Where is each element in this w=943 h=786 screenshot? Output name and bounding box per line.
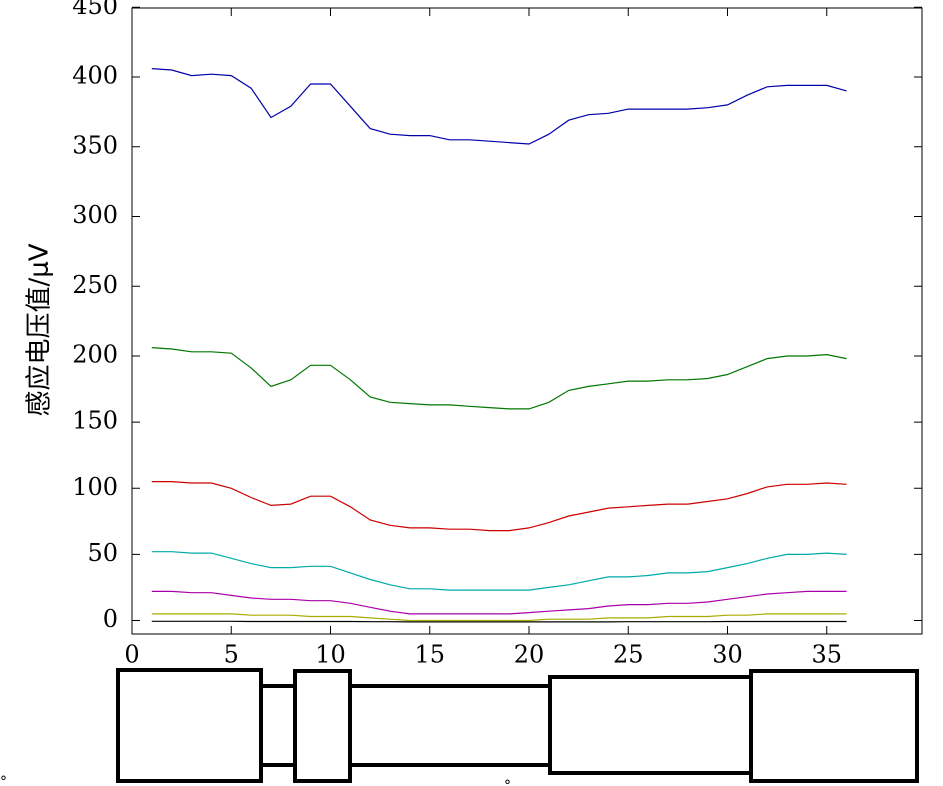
- y-tick-label: 250: [72, 271, 118, 299]
- y-tick-label: 450: [72, 0, 118, 20]
- diagram-marker-center: °: [504, 778, 511, 786]
- x-tick-label: 10: [315, 641, 346, 669]
- y-tick-label: 150: [72, 407, 118, 435]
- x-tick-label: 30: [712, 641, 743, 669]
- y-tick-label: 0: [103, 605, 118, 633]
- series-line-3: [151, 481, 847, 532]
- series-line-5: [151, 590, 847, 615]
- y-tick-label: 350: [72, 131, 118, 159]
- shaft-section-3: [293, 669, 352, 783]
- series-line-6: [151, 613, 847, 622]
- y-tick-label: 400: [72, 62, 118, 90]
- diagram-marker-left: °: [0, 774, 7, 786]
- x-tick-label: 5: [224, 641, 239, 669]
- x-tick-label: 0: [124, 641, 139, 669]
- shaft-section-5: [548, 675, 753, 775]
- plot-area-border: [131, 7, 923, 635]
- x-tick-label: 15: [414, 641, 445, 669]
- y-tick-label: 200: [72, 341, 118, 369]
- y-tick-label: 50: [87, 539, 118, 567]
- plot-frame: [131, 7, 923, 635]
- y-tick-label: 100: [72, 473, 118, 501]
- series-line-4: [151, 551, 847, 591]
- y-tick-label: 300: [72, 201, 118, 229]
- shaft-section-2: [259, 684, 297, 767]
- y-axis-label: 感应电压值/μV: [25, 243, 55, 416]
- shaft-section-6: [749, 669, 919, 783]
- x-tick-label: 20: [514, 641, 545, 669]
- series-line-1: [151, 68, 847, 145]
- x-tick-label: 25: [613, 641, 644, 669]
- series-group: [151, 68, 847, 623]
- y-axis: 0 50 100 150 200 250 300 350 400 450: [72, 0, 922, 633]
- shaft-diagram: ° °: [0, 668, 919, 786]
- shaft-section-1: [116, 668, 263, 783]
- x-tick-label: 35: [811, 641, 842, 669]
- series-line-7: [151, 620, 847, 623]
- series-line-2: [151, 347, 847, 410]
- x-axis: 0 5 10 15 20 25 30 35: [124, 8, 842, 669]
- shaft-section-4: [348, 684, 552, 767]
